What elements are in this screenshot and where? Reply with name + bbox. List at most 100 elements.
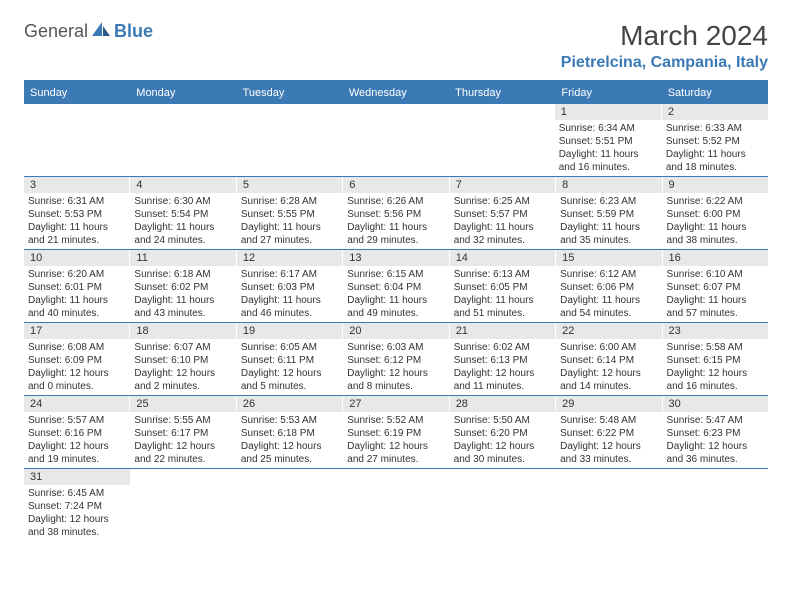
daylight-text-2: and 16 minutes. xyxy=(559,161,657,174)
daylight-text-1: Daylight: 11 hours xyxy=(28,294,125,307)
daylight-text-2: and 25 minutes. xyxy=(241,453,338,466)
sunset-text: Sunset: 6:22 PM xyxy=(560,427,657,440)
day-number: 13 xyxy=(343,250,448,266)
daylight-text-2: and 54 minutes. xyxy=(560,307,657,320)
sunrise-text: Sunrise: 5:58 AM xyxy=(667,341,764,354)
daylight-text-1: Daylight: 11 hours xyxy=(454,221,551,234)
day-content: Sunrise: 5:57 AMSunset: 6:16 PMDaylight:… xyxy=(24,412,129,468)
sunrise-text: Sunrise: 5:48 AM xyxy=(560,414,657,427)
day-number: 16 xyxy=(663,250,768,266)
sunrise-text: Sunrise: 6:02 AM xyxy=(454,341,551,354)
sunset-text: Sunset: 6:00 PM xyxy=(667,208,764,221)
sunrise-text: Sunrise: 6:12 AM xyxy=(560,268,657,281)
day-cell: 7Sunrise: 6:25 AMSunset: 5:57 PMDaylight… xyxy=(450,177,556,249)
day-cell: 13Sunrise: 6:15 AMSunset: 6:04 PMDayligh… xyxy=(343,250,449,322)
day-number: 24 xyxy=(24,396,129,412)
daylight-text-2: and 57 minutes. xyxy=(667,307,764,320)
day-content: Sunrise: 6:25 AMSunset: 5:57 PMDaylight:… xyxy=(450,193,555,249)
sunrise-text: Sunrise: 6:30 AM xyxy=(134,195,231,208)
day-content: Sunrise: 6:18 AMSunset: 6:02 PMDaylight:… xyxy=(130,266,235,322)
daylight-text-1: Daylight: 12 hours xyxy=(241,367,338,380)
day-number: 11 xyxy=(130,250,235,266)
daylight-text-1: Daylight: 11 hours xyxy=(134,221,231,234)
sunset-text: Sunset: 6:06 PM xyxy=(560,281,657,294)
sunrise-text: Sunrise: 6:26 AM xyxy=(347,195,444,208)
day-number: 21 xyxy=(450,323,555,339)
daylight-text-1: Daylight: 12 hours xyxy=(28,513,126,526)
day-cell: 31Sunrise: 6:45 AMSunset: 7:24 PMDayligh… xyxy=(24,469,131,541)
weekday-header: Saturday xyxy=(662,82,768,104)
day-cell: 17Sunrise: 6:08 AMSunset: 6:09 PMDayligh… xyxy=(24,323,130,395)
day-number: 29 xyxy=(556,396,661,412)
daylight-text-2: and 22 minutes. xyxy=(134,453,231,466)
day-content: Sunrise: 6:33 AMSunset: 5:52 PMDaylight:… xyxy=(662,120,768,176)
daylight-text-1: Daylight: 11 hours xyxy=(666,148,764,161)
daylight-text-2: and 51 minutes. xyxy=(454,307,551,320)
weekday-header: Sunday xyxy=(24,82,130,104)
calendar: SundayMondayTuesdayWednesdayThursdayFrid… xyxy=(24,80,768,541)
empty-day-cell xyxy=(343,469,449,541)
header-right: March 2024 Pietrelcina, Campania, Italy xyxy=(561,20,768,72)
day-cell: 24Sunrise: 5:57 AMSunset: 6:16 PMDayligh… xyxy=(24,396,130,468)
sunset-text: Sunset: 6:03 PM xyxy=(241,281,338,294)
day-cell: 11Sunrise: 6:18 AMSunset: 6:02 PMDayligh… xyxy=(130,250,236,322)
day-content: Sunrise: 6:12 AMSunset: 6:06 PMDaylight:… xyxy=(556,266,661,322)
sunrise-text: Sunrise: 6:23 AM xyxy=(560,195,657,208)
day-content: Sunrise: 5:47 AMSunset: 6:23 PMDaylight:… xyxy=(663,412,768,468)
sunrise-text: Sunrise: 5:50 AM xyxy=(454,414,551,427)
daylight-text-1: Daylight: 12 hours xyxy=(560,367,657,380)
sunset-text: Sunset: 5:55 PM xyxy=(241,208,338,221)
day-content: Sunrise: 6:05 AMSunset: 6:11 PMDaylight:… xyxy=(237,339,342,395)
day-content: Sunrise: 6:02 AMSunset: 6:13 PMDaylight:… xyxy=(450,339,555,395)
day-content: Sunrise: 6:26 AMSunset: 5:56 PMDaylight:… xyxy=(343,193,448,249)
sunrise-text: Sunrise: 6:07 AM xyxy=(134,341,231,354)
day-cell: 15Sunrise: 6:12 AMSunset: 6:06 PMDayligh… xyxy=(556,250,662,322)
day-number: 4 xyxy=(130,177,235,193)
sunrise-text: Sunrise: 6:20 AM xyxy=(28,268,125,281)
sunset-text: Sunset: 5:56 PM xyxy=(347,208,444,221)
daylight-text-2: and 32 minutes. xyxy=(454,234,551,247)
daylight-text-2: and 16 minutes. xyxy=(667,380,764,393)
daylight-text-2: and 38 minutes. xyxy=(667,234,764,247)
sunrise-text: Sunrise: 6:00 AM xyxy=(560,341,657,354)
day-content: Sunrise: 6:31 AMSunset: 5:53 PMDaylight:… xyxy=(24,193,129,249)
weekday-header-row: SundayMondayTuesdayWednesdayThursdayFrid… xyxy=(24,82,768,104)
day-number: 1 xyxy=(555,104,661,120)
sunrise-text: Sunrise: 6:45 AM xyxy=(28,487,126,500)
daylight-text-2: and 30 minutes. xyxy=(454,453,551,466)
empty-day-cell xyxy=(24,104,130,176)
sunrise-text: Sunrise: 6:33 AM xyxy=(666,122,764,135)
sunrise-text: Sunrise: 6:34 AM xyxy=(559,122,657,135)
daylight-text-2: and 29 minutes. xyxy=(347,234,444,247)
day-number: 12 xyxy=(237,250,342,266)
daylight-text-1: Daylight: 12 hours xyxy=(241,440,338,453)
sunrise-text: Sunrise: 5:53 AM xyxy=(241,414,338,427)
week-row: 17Sunrise: 6:08 AMSunset: 6:09 PMDayligh… xyxy=(24,323,768,396)
day-cell: 10Sunrise: 6:20 AMSunset: 6:01 PMDayligh… xyxy=(24,250,130,322)
sunset-text: Sunset: 5:52 PM xyxy=(666,135,764,148)
daylight-text-1: Daylight: 12 hours xyxy=(454,440,551,453)
day-cell: 20Sunrise: 6:03 AMSunset: 6:12 PMDayligh… xyxy=(343,323,449,395)
daylight-text-2: and 2 minutes. xyxy=(134,380,231,393)
sunrise-text: Sunrise: 6:22 AM xyxy=(667,195,764,208)
week-row: 1Sunrise: 6:34 AMSunset: 5:51 PMDaylight… xyxy=(24,104,768,177)
sunrise-text: Sunrise: 5:55 AM xyxy=(134,414,231,427)
day-cell: 2Sunrise: 6:33 AMSunset: 5:52 PMDaylight… xyxy=(662,104,768,176)
day-cell: 28Sunrise: 5:50 AMSunset: 6:20 PMDayligh… xyxy=(450,396,556,468)
daylight-text-1: Daylight: 11 hours xyxy=(667,221,764,234)
day-cell: 30Sunrise: 5:47 AMSunset: 6:23 PMDayligh… xyxy=(663,396,768,468)
empty-day-cell xyxy=(662,469,768,541)
day-number: 20 xyxy=(343,323,448,339)
sunset-text: Sunset: 6:10 PM xyxy=(134,354,231,367)
sunset-text: Sunset: 6:17 PM xyxy=(134,427,231,440)
sunrise-text: Sunrise: 6:17 AM xyxy=(241,268,338,281)
empty-day-cell xyxy=(236,104,342,176)
week-row: 3Sunrise: 6:31 AMSunset: 5:53 PMDaylight… xyxy=(24,177,768,250)
daylight-text-1: Daylight: 11 hours xyxy=(134,294,231,307)
day-cell: 18Sunrise: 6:07 AMSunset: 6:10 PMDayligh… xyxy=(130,323,236,395)
daylight-text-1: Daylight: 12 hours xyxy=(28,440,125,453)
empty-day-cell xyxy=(556,469,662,541)
day-number: 3 xyxy=(24,177,129,193)
sunset-text: Sunset: 6:19 PM xyxy=(347,427,444,440)
day-content: Sunrise: 6:17 AMSunset: 6:03 PMDaylight:… xyxy=(237,266,342,322)
